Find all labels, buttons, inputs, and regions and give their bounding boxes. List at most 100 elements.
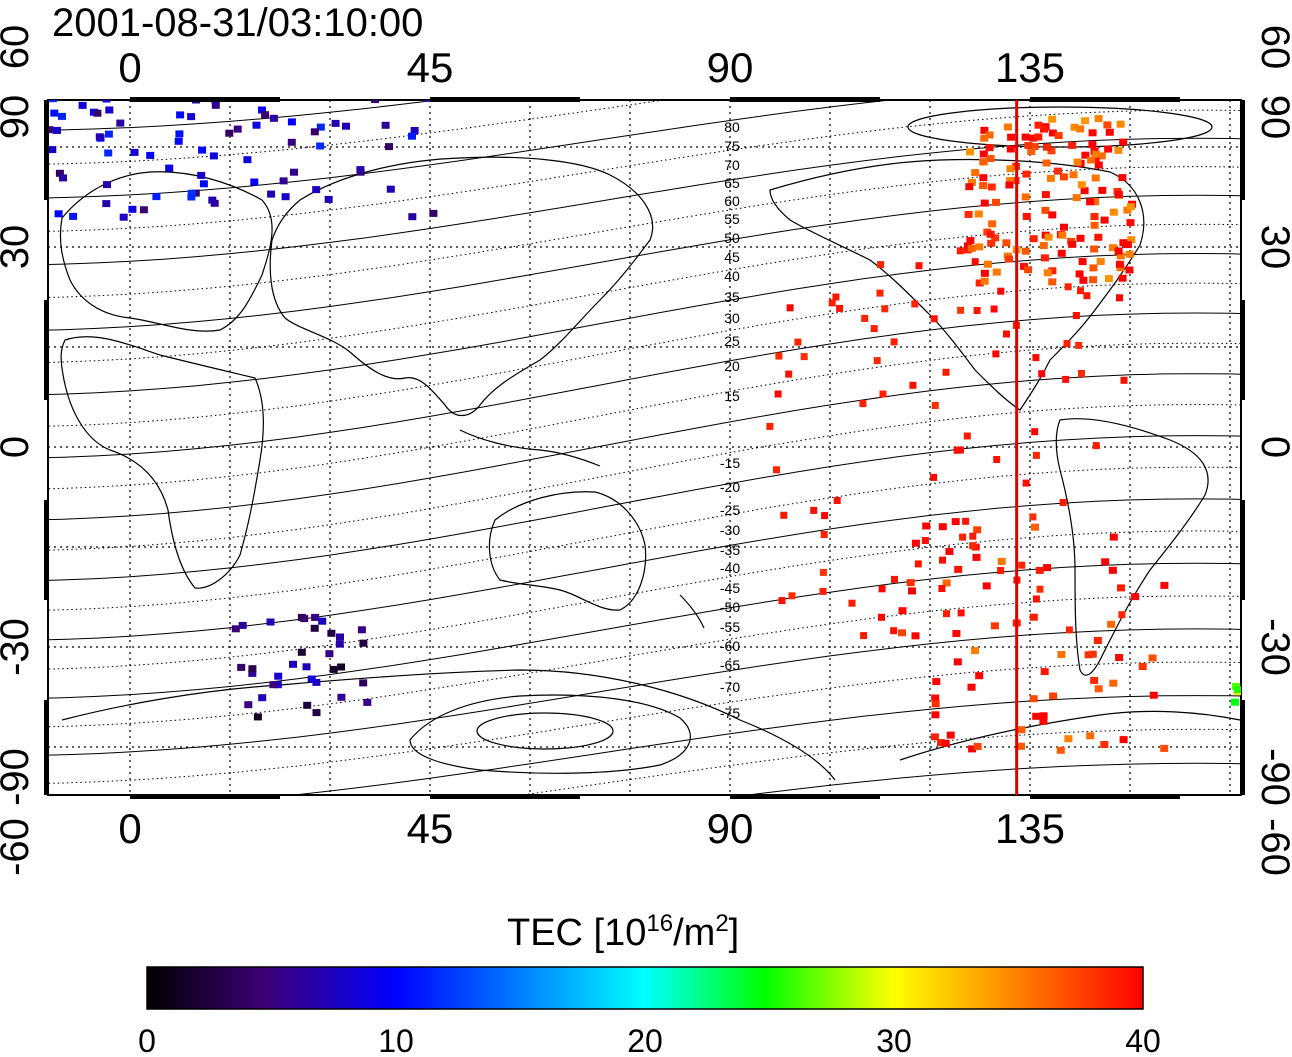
tec-cell — [1068, 240, 1077, 248]
tec-cell — [1093, 637, 1102, 644]
contour-line — [48, 223, 1241, 363]
tec-cell — [316, 123, 325, 131]
tec-cell — [966, 237, 975, 245]
colorbar-tick-label: 30 — [876, 1023, 912, 1057]
contour-label: 65 — [724, 175, 740, 191]
tec-cell — [269, 938, 293, 945]
tec-cell — [954, 565, 963, 573]
tec-cell — [1034, 133, 1043, 141]
tec-cell — [273, 681, 282, 689]
tec-cell — [1114, 247, 1123, 255]
tec-cell — [979, 174, 988, 182]
tec-cell — [1024, 142, 1033, 149]
tec-cell — [310, 128, 319, 136]
tec-cell — [969, 532, 977, 540]
tec-cell — [233, 125, 242, 133]
tec-cell — [860, 632, 868, 640]
tec-cell — [1264, 736, 1272, 743]
tec-cell — [225, 129, 234, 137]
tec-cell — [4, 4, 12, 11]
tec-cell — [1086, 732, 1095, 740]
contour-label: -75 — [720, 705, 740, 721]
tec-cell — [1115, 654, 1124, 661]
tec-cell — [1268, 717, 1276, 724]
tec-cell — [1002, 239, 1011, 247]
contour-line — [289, 695, 1241, 795]
tec-cell — [1017, 726, 1026, 734]
tec-cell — [973, 307, 981, 314]
top-longitude-labels: 04590135180-135-90-45 — [118, 44, 1065, 91]
tec-cell — [1197, 960, 1221, 967]
tec-cell — [1043, 564, 1052, 572]
tec-cell — [274, 672, 283, 680]
tec-cell — [33, 195, 41, 202]
tec-cell — [1116, 294, 1123, 302]
tec-cell — [1057, 249, 1066, 257]
tec-cell — [861, 314, 869, 322]
tec-cell — [968, 178, 976, 186]
colorbar-title-unit: /m — [673, 912, 715, 954]
tec-cell — [287, 118, 296, 126]
tec-cell — [54, 210, 63, 218]
tec-cell — [931, 402, 939, 409]
tec-cell — [1017, 742, 1025, 750]
tec-cell — [975, 672, 984, 680]
tec-cell — [199, 180, 208, 188]
tec-cell — [281, 193, 290, 201]
tec-cell — [209, 64, 217, 71]
tec-cell — [1006, 165, 1015, 173]
tec-cell — [1048, 267, 1057, 275]
tec-cell — [873, 357, 881, 365]
tec-cell — [992, 198, 1000, 206]
tec-cell — [898, 607, 907, 615]
tec-cell — [1100, 216, 1109, 224]
tec-cell — [371, 100, 379, 103]
tec-cell — [1090, 676, 1099, 684]
tec-cell — [1077, 287, 1084, 295]
tec-cell — [914, 560, 922, 568]
tec-cell — [1029, 513, 1037, 521]
right-latitude-labels: 90 60 30 0 -30 -60 -90 — [1253, 25, 1292, 876]
tec-cell — [231, 625, 240, 633]
tec-cell — [93, 109, 102, 117]
tec-cell — [1029, 134, 1038, 142]
tec-cell — [381, 121, 390, 129]
tec-cell — [819, 587, 827, 595]
tec-cell — [980, 199, 989, 207]
tec-cell — [335, 640, 344, 648]
contour-line — [48, 109, 1241, 232]
tec-cell — [1006, 145, 1015, 153]
tec-cell — [971, 169, 980, 177]
tec-cell — [986, 155, 995, 162]
contour-label: -25 — [720, 502, 740, 518]
tec-cell — [1021, 247, 1030, 255]
tec-cell — [990, 305, 998, 313]
tec-cell — [979, 150, 988, 158]
tec-cell — [1022, 479, 1030, 487]
tec-cell — [1043, 143, 1051, 151]
right-lat-label: 90 — [1253, 95, 1292, 140]
tec-cell — [1030, 143, 1039, 151]
tec-cell — [1076, 234, 1085, 242]
tec-cell — [107, 50, 115, 57]
tec-cell — [1044, 233, 1053, 241]
contour-line — [48, 435, 1241, 581]
tec-cell — [401, 929, 425, 936]
tec-cell — [258, 694, 267, 702]
tec-cell — [1027, 148, 1036, 155]
tec-cell — [1053, 167, 1062, 175]
tec-cell — [310, 624, 319, 632]
tec-cell — [1118, 174, 1127, 182]
tec-cell — [36, 75, 44, 82]
tec-cell — [263, 70, 271, 77]
tec-cell — [1091, 198, 1100, 206]
tec-cell — [943, 610, 950, 618]
contour-label: -60 — [720, 638, 740, 654]
colorbar-title-exponent: 16 — [646, 910, 673, 937]
tec-cell — [675, 1026, 699, 1033]
tec-cell — [104, 149, 113, 157]
tec-cell — [1069, 171, 1078, 179]
tec-cell — [979, 182, 988, 190]
tec-cell — [971, 647, 979, 655]
tec-cell — [965, 183, 974, 191]
